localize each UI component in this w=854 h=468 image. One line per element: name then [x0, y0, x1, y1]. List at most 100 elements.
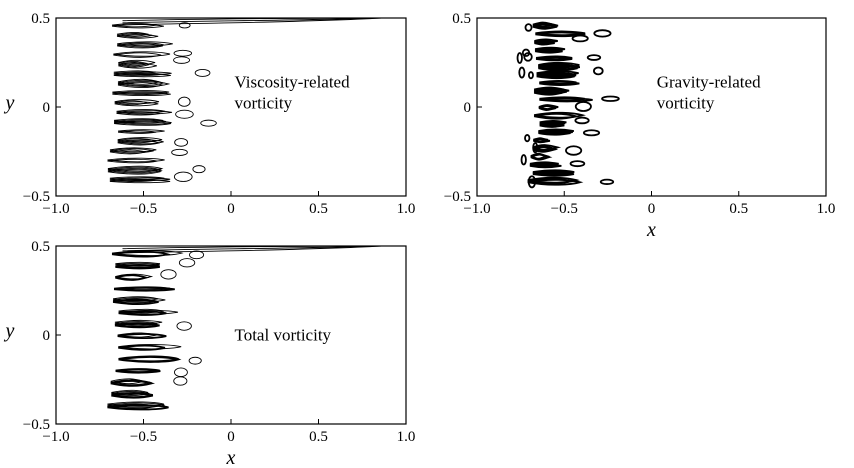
- vortex-contour: [118, 355, 180, 362]
- panel-gravity: −1.0 −0.5 0 0.5 1.00.50−0.5xGravity-relatedv…: [444, 11, 836, 241]
- vortex-blob: [160, 269, 177, 280]
- vortex-contour: [539, 120, 567, 125]
- vortex-blob: [200, 119, 217, 127]
- y-tick-label: 0: [43, 328, 51, 344]
- vortex-contour: [107, 166, 162, 173]
- vortex-contour: [532, 171, 575, 177]
- vortex-blob: [593, 29, 612, 38]
- vortex-blob: [194, 68, 211, 77]
- vortex-contour: [115, 273, 154, 280]
- vortex-contour: [532, 22, 559, 29]
- annotation-bg: [232, 93, 393, 114]
- x-tick-label: −0.5: [551, 201, 578, 217]
- vortex-contour: [111, 390, 150, 397]
- vortex-contour: [114, 99, 160, 105]
- vortex-contour: [536, 70, 579, 76]
- vortex-contour: [116, 110, 173, 115]
- vortex-blob: [516, 52, 523, 64]
- contour-lines: [107, 245, 382, 411]
- vortex-contour: [535, 56, 573, 62]
- vortex-contour: [116, 109, 166, 114]
- boundary-contour: [122, 245, 382, 252]
- vortex-blob: [571, 34, 589, 43]
- vortex-contour: [534, 46, 566, 52]
- vortex-blob: [173, 49, 193, 57]
- vortex-blob: [527, 71, 534, 80]
- vortex-blob: [593, 66, 604, 76]
- vortex-contour: [109, 148, 154, 154]
- vortex-blob: [599, 178, 615, 185]
- vortex-contour: [539, 81, 580, 86]
- vortex-contour: [117, 78, 161, 85]
- vortex-contour: [118, 344, 166, 351]
- vortex-contour: [113, 51, 171, 57]
- panel-viscosity: −1.0 −0.5 0 0.5 1.00.50−0.5yViscosity-relate…: [4, 11, 416, 217]
- vortex-contour: [107, 401, 164, 407]
- panel-annotation: vorticity: [235, 93, 293, 112]
- vortex-contour: [118, 309, 179, 315]
- vortex-contour: [107, 168, 163, 175]
- panel-annotation: Total vorticity: [235, 325, 332, 344]
- vortex-contour: [113, 287, 175, 292]
- annotation-bg: [654, 72, 815, 93]
- vortex-contour: [109, 177, 171, 181]
- vortex-blob: [524, 134, 531, 143]
- vortex-contour: [117, 139, 164, 145]
- vortex-contour: [535, 55, 573, 61]
- vortex-contour: [113, 286, 171, 291]
- vortex-contour: [111, 392, 153, 398]
- y-tick-label: 0.5: [31, 239, 50, 255]
- vortex-contour: [113, 70, 156, 74]
- vortex-blob: [176, 321, 192, 331]
- x-tick-label: 0.5: [729, 201, 748, 217]
- y-tick-label: 0.5: [31, 11, 50, 27]
- x-tick-label: 0: [227, 429, 235, 445]
- vortex-blob: [177, 96, 191, 107]
- vortex-contour: [113, 120, 172, 125]
- vortex-contour: [118, 62, 150, 68]
- vortex-contour: [113, 119, 166, 124]
- vortex-contour: [107, 167, 163, 174]
- vortex-contour: [118, 63, 157, 69]
- panel-total: −1.0 −0.5 0 0.5 1.00.50−0.5xy Total vorticity: [4, 239, 416, 468]
- vortex-contour: [117, 43, 163, 49]
- vortex-blob: [582, 129, 601, 137]
- annotation-bg: [232, 325, 393, 346]
- vortex-contour: [111, 392, 154, 399]
- x-tick-label: −1.0: [42, 429, 69, 445]
- vortex-blob: [178, 22, 191, 29]
- panel-annotation: Viscosity-related: [235, 72, 351, 91]
- vortex-blob: [524, 23, 533, 32]
- vortex-contour: [112, 90, 170, 94]
- contour-lines: [516, 21, 620, 189]
- vortex-contour: [112, 296, 159, 302]
- vortex-contour: [533, 111, 586, 119]
- vortex-contour: [112, 91, 168, 95]
- vortex-blob: [523, 52, 533, 62]
- x-tick-label: −0.5: [130, 429, 157, 445]
- x-tick-label: 0: [648, 201, 656, 217]
- y-axis-label: y: [4, 92, 15, 114]
- x-tick-label: 0.5: [309, 201, 328, 217]
- vortex-contour: [115, 368, 161, 374]
- vortex-contour: [111, 24, 164, 29]
- y-tick-label: −0.5: [23, 417, 50, 433]
- vortex-blob: [178, 258, 196, 268]
- vortex-contour: [117, 137, 163, 143]
- x-tick-label: 1.0: [817, 201, 836, 217]
- vortex-blob: [192, 165, 206, 174]
- vortex-contour: [533, 87, 570, 94]
- x-tick-label: 1.0: [397, 429, 416, 445]
- vortex-contour: [111, 389, 149, 395]
- vortex-contour: [117, 79, 166, 86]
- vortex-contour: [112, 297, 166, 303]
- vortex-contour: [538, 128, 574, 134]
- vortex-contour: [113, 71, 172, 76]
- vortex-contour: [110, 378, 146, 385]
- vortex-contour: [114, 101, 159, 107]
- y-tick-label: 0: [43, 100, 51, 116]
- panel-annotation: vorticity: [657, 93, 715, 112]
- vortex-contour: [107, 404, 169, 411]
- vortex-contour: [534, 38, 558, 44]
